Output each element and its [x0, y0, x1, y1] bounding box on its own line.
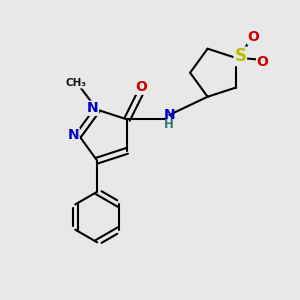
Text: H: H [164, 118, 174, 131]
Text: N: N [68, 128, 79, 142]
Text: S: S [234, 47, 246, 65]
Text: CH₃: CH₃ [66, 78, 87, 88]
Text: N: N [87, 101, 98, 115]
Text: N: N [164, 108, 175, 122]
Text: O: O [136, 80, 148, 94]
Text: O: O [248, 30, 260, 44]
Text: O: O [256, 55, 268, 69]
